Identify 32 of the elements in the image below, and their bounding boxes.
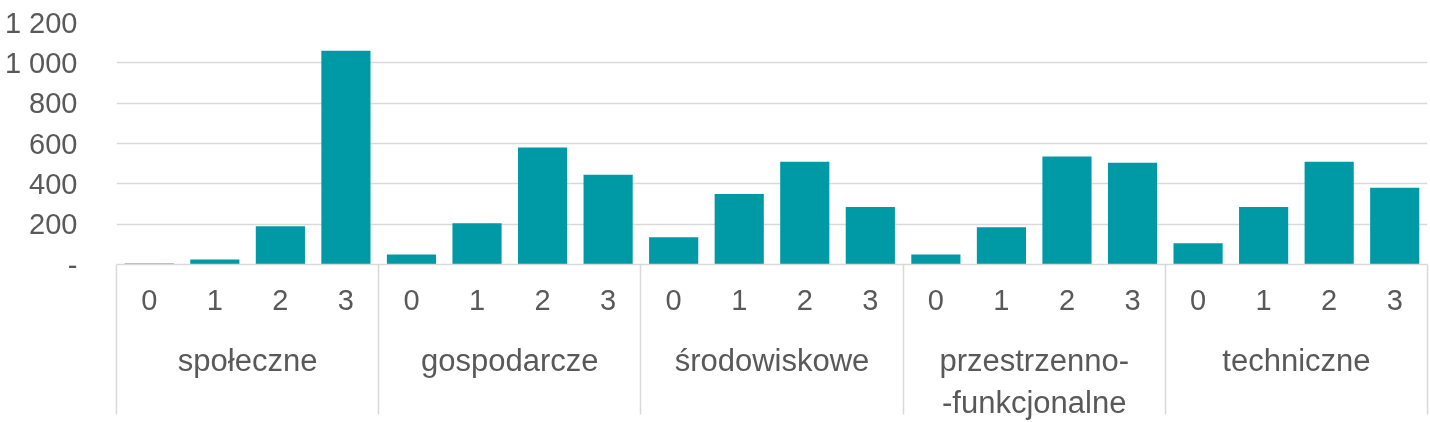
category-label: 1 xyxy=(993,283,1010,316)
category-label: 2 xyxy=(534,283,551,316)
category-label: 1 xyxy=(468,283,486,316)
category-label: 2 xyxy=(1058,283,1076,316)
category-label: 2 xyxy=(796,283,813,316)
category-label: gospodarcze xyxy=(421,342,599,378)
category-label: 1 xyxy=(731,283,748,316)
category-label: 1 xyxy=(1255,283,1272,316)
y-tick-label: 1 200 xyxy=(4,6,78,39)
category-label: 3 xyxy=(337,283,354,316)
category-label: 3 xyxy=(1386,283,1403,316)
category-label: przestrzenno- -funkcjonalne xyxy=(939,342,1129,420)
y-tick-label: - xyxy=(67,248,78,281)
y-tick-label: 1 000 xyxy=(4,46,78,79)
category-label: 1 xyxy=(206,283,223,316)
category-label: techniczne xyxy=(1222,342,1371,378)
category-label: środowiskowe xyxy=(674,342,870,378)
category-label: 0 xyxy=(927,283,944,316)
category-label: 0 xyxy=(403,283,420,316)
category-label: 2 xyxy=(1321,283,1338,316)
category-label: 0 xyxy=(665,283,682,316)
y-tick-label: 600 xyxy=(29,127,78,160)
category-label: 3 xyxy=(862,283,879,316)
category-label: 3 xyxy=(1124,283,1141,316)
category-label: 0 xyxy=(141,283,158,316)
category-label: społeczne xyxy=(177,342,318,378)
category-label: 0 xyxy=(1190,283,1207,316)
y-tick-label: 800 xyxy=(29,87,78,120)
category-label: 2 xyxy=(272,283,289,316)
category-label: 3 xyxy=(600,283,617,316)
y-tick-label: 200 xyxy=(29,208,78,241)
y-tick-label: 400 xyxy=(29,167,78,200)
